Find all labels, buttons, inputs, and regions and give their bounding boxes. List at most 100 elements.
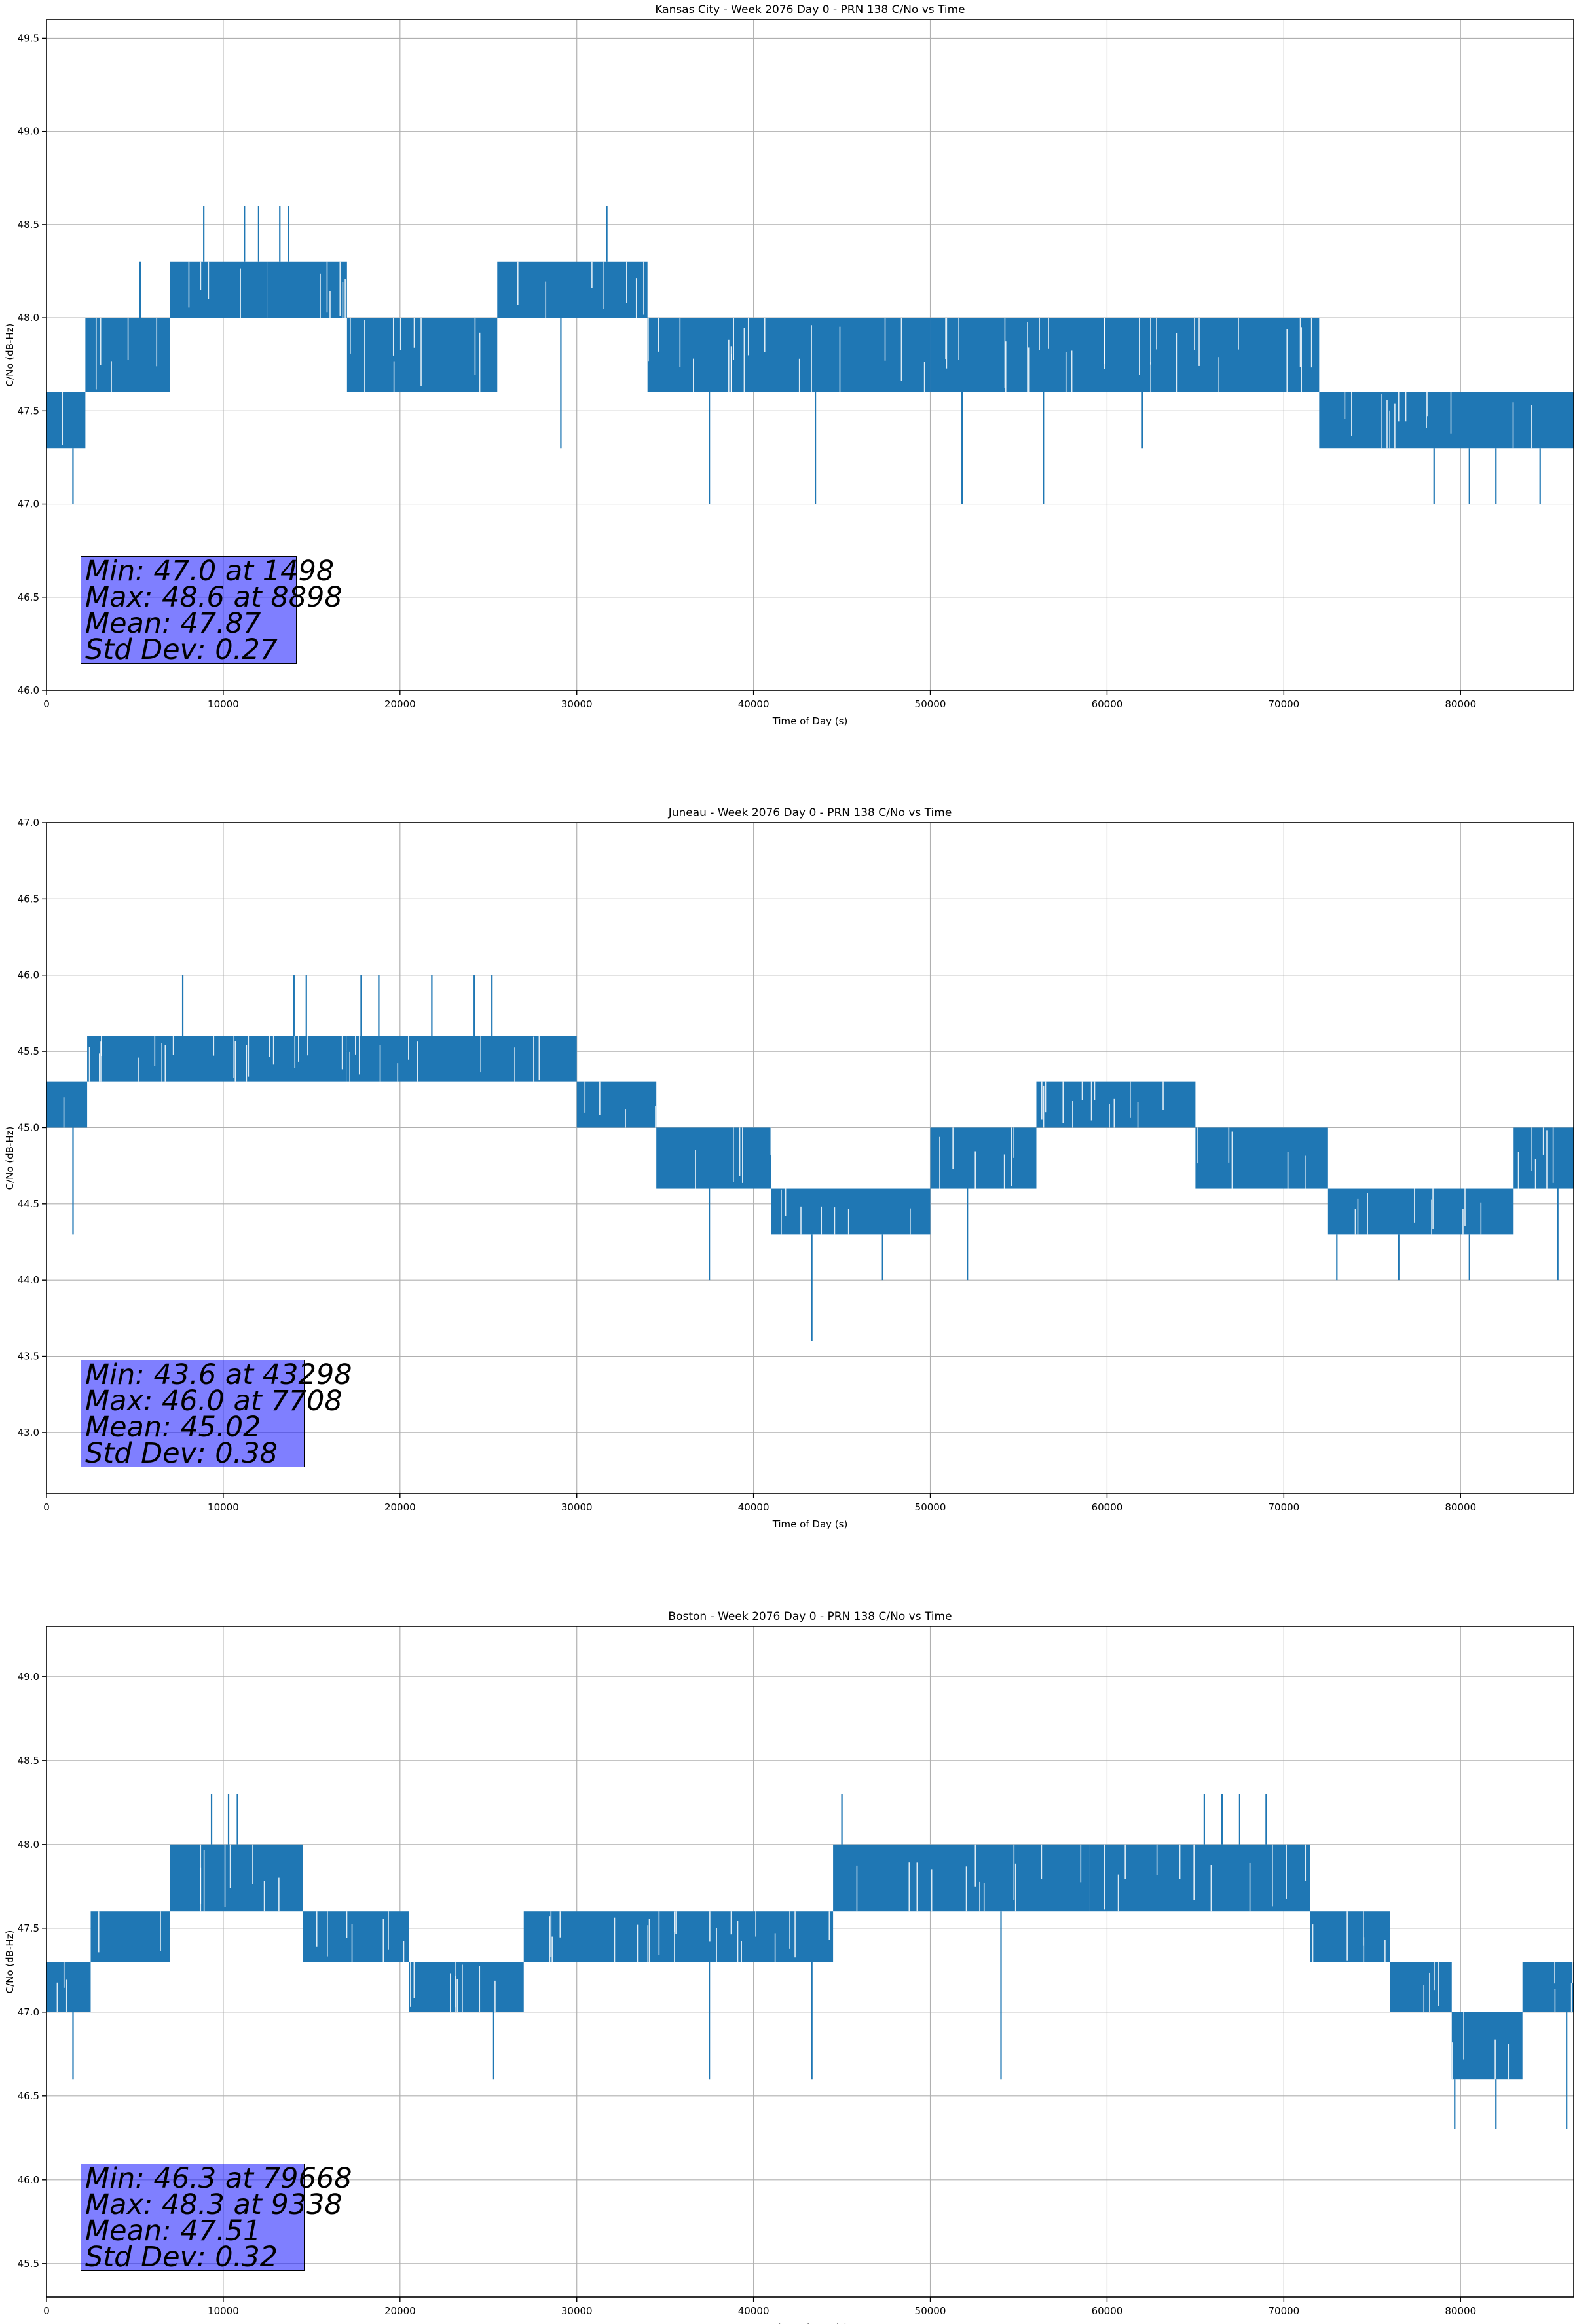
series-gap — [1218, 357, 1220, 392]
series-gap — [549, 1916, 551, 1962]
series-gap — [533, 1036, 534, 1082]
series-gap — [789, 1911, 790, 1949]
series-gap — [1384, 1940, 1386, 1962]
series-gap — [1423, 1985, 1425, 2012]
series-gap — [1312, 1924, 1314, 1962]
series-gap — [156, 318, 158, 367]
x-tick-label: 30000 — [561, 2305, 593, 2317]
series-gap — [643, 261, 644, 315]
stats-min: Min: 47.0 at 1498 — [85, 555, 335, 588]
series-gap — [591, 261, 593, 288]
series-gap — [1398, 392, 1400, 422]
series-gap — [946, 318, 948, 369]
series-cno-3 — [46, 1794, 1574, 2129]
series-gap — [794, 1911, 796, 1958]
series-gap — [1389, 410, 1390, 449]
series-gap — [393, 361, 395, 392]
axes-frame — [46, 19, 1574, 691]
x-tick-label: 40000 — [738, 698, 770, 710]
series-gap — [856, 1865, 858, 1912]
series-gap — [1546, 1130, 1548, 1189]
series-gap — [1198, 318, 1200, 366]
y-tick-label: 49.5 — [18, 32, 39, 44]
series-gap — [342, 282, 344, 318]
series-gap — [349, 1051, 350, 1082]
series-gap — [1305, 1844, 1307, 1881]
series-gap — [785, 1188, 787, 1216]
series-gap — [188, 261, 190, 308]
series-gap — [1310, 318, 1312, 368]
x-tick-label: 0 — [43, 2305, 50, 2317]
series-gap — [1156, 318, 1157, 350]
series-gap — [1554, 1962, 1555, 1984]
series-gap — [1109, 1103, 1110, 1128]
series-gap — [355, 1036, 356, 1055]
series-gap — [1193, 1844, 1195, 1900]
series-gap — [821, 1206, 823, 1235]
y-tick-label: 48.5 — [18, 219, 39, 231]
series-band — [170, 1844, 303, 1912]
series-band — [833, 1844, 1019, 1912]
stats-min: Min: 43.6 at 43298 — [85, 1359, 352, 1391]
series-gap — [584, 1081, 586, 1113]
series-gap — [382, 1919, 384, 1962]
series-gap — [1463, 2012, 1464, 2060]
series-band — [576, 1081, 657, 1128]
series-gap — [1004, 318, 1006, 388]
series-gap — [410, 1962, 411, 2007]
series-gap — [99, 1053, 100, 1082]
chart-panel-2: 0 10000 20000 30000 40000 50000 60000 70000 8000… — [4, 806, 1574, 1530]
series-band — [1036, 1081, 1196, 1128]
series-gap — [1014, 1863, 1016, 1912]
series-gap — [1299, 318, 1301, 367]
series-gap — [88, 1047, 90, 1082]
y-tick-label: 47.0 — [18, 817, 39, 829]
series-gap — [449, 1973, 451, 2012]
series-gap — [637, 1924, 639, 1962]
series-gap — [392, 318, 394, 356]
series-gap — [1043, 1085, 1045, 1128]
series-gap — [479, 1966, 481, 2012]
series-gap — [983, 1883, 985, 1912]
series-gap — [1013, 1127, 1014, 1158]
series-gap — [1363, 1911, 1364, 1946]
series-band — [1522, 1962, 1574, 2012]
series-band — [170, 261, 268, 318]
series-gap — [1041, 1081, 1043, 1120]
x-tick-label: 20000 — [384, 2305, 416, 2317]
series-gap — [847, 1209, 849, 1235]
series-gap — [1346, 1911, 1348, 1961]
series-gap — [626, 261, 627, 303]
series-gap — [1434, 1962, 1435, 1991]
series-band — [1451, 2012, 1523, 2080]
stats-max: Max: 46.0 at 7708 — [85, 1385, 343, 1417]
series-gap — [203, 1850, 205, 1912]
series-gap — [100, 318, 102, 365]
series-gap — [770, 1127, 772, 1155]
x-tick-label: 70000 — [1268, 2305, 1299, 2317]
series-gap — [1065, 352, 1067, 392]
series-gap — [1462, 1209, 1464, 1235]
y-tick-label: 49.0 — [18, 126, 39, 138]
series-gap — [965, 1866, 967, 1912]
series-gap — [939, 1136, 940, 1189]
series-gap — [208, 261, 210, 299]
chart-title: Kansas City - Week 2076 Day 0 - PRN 138 … — [655, 3, 965, 16]
y-tick-label: 48.0 — [18, 312, 39, 324]
series-gap — [494, 1980, 496, 2012]
series-gap — [101, 1036, 102, 1057]
series-gap — [1150, 362, 1151, 392]
series-gap — [98, 1911, 100, 1953]
series-gap — [747, 318, 749, 356]
x-tick-label: 30000 — [561, 1501, 593, 1513]
series-gap — [272, 1036, 274, 1065]
series-gap — [344, 279, 346, 318]
series-gap — [56, 1982, 58, 2012]
series-gap — [514, 1047, 515, 1082]
series-gap — [346, 1911, 348, 1938]
x-tick-label: 80000 — [1445, 2305, 1476, 2317]
stats-max: Max: 48.3 at 9338 — [85, 2188, 343, 2221]
series-gap — [1048, 318, 1049, 349]
series-gap — [979, 1881, 980, 1912]
series-gap — [674, 1911, 675, 1962]
